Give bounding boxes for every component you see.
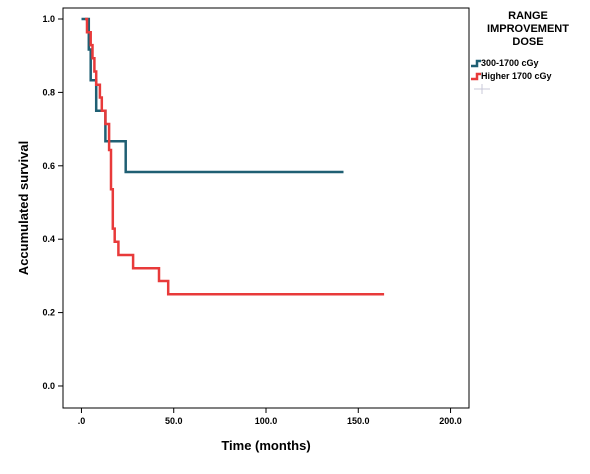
x-axis-ticks: .0 50.0 100.0 150.0 200.0 [78,408,462,426]
y-tick-label: 0.6 [42,161,55,171]
x-tick-label: 50.0 [165,416,183,426]
x-tick-label: .0 [78,416,86,426]
y-axis-ticks: 0.0 0.2 0.4 0.6 0.8 1.0 [42,14,63,391]
x-axis-title: Time (months) [221,438,310,453]
plot-frame [62,7,470,409]
legend-title-line: IMPROVEMENT [487,23,569,35]
y-axis-title: Accumulated survival [16,141,31,275]
legend-censor-icon [474,84,490,94]
series-layer [81,17,385,296]
legend-swatch-2 [471,72,481,81]
x-tick-label: 200.0 [439,416,462,426]
x-tick-label: 100.0 [255,416,278,426]
y-tick-label: 0.0 [42,381,55,391]
x-tick-label: 150.0 [347,416,370,426]
series-line-1 [81,17,344,174]
legend-title-line: DOSE [512,36,543,48]
series-line-2 [85,17,385,296]
legend-label-1: 300-1700 cGy [481,58,539,68]
legend-swatch-1 [471,59,481,68]
legend-label-2: Higher 1700 cGy [481,71,552,81]
y-tick-label: 1.0 [42,14,55,24]
y-tick-label: 0.2 [42,308,55,318]
y-tick-label: 0.4 [42,234,55,244]
y-tick-label: 0.8 [42,87,55,97]
legend-title-line: RANGE [508,10,548,22]
